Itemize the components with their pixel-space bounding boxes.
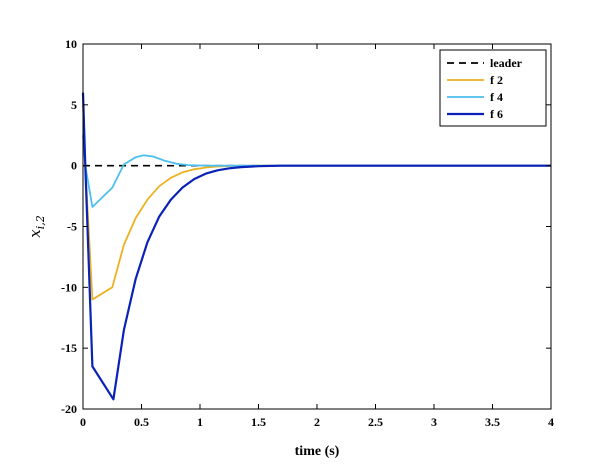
y-tick-label: 10 xyxy=(65,37,77,51)
y-tick-label: -5 xyxy=(67,220,77,234)
y-tick-label: -20 xyxy=(61,402,77,416)
legend-label: f 4 xyxy=(490,90,503,104)
x-axis: 0 0.5 1 1.5 2 2.5 3 3.5 4 xyxy=(80,44,554,429)
x-tick-label: 2 xyxy=(314,415,320,429)
y-axis: -20 -15 -10 -5 0 5 10 xyxy=(61,37,551,416)
legend-label: leader xyxy=(490,56,523,70)
series-line-f-6 xyxy=(81,92,551,401)
legend-label: f 2 xyxy=(490,73,503,87)
x-tick-label: 4 xyxy=(548,415,554,429)
x-tick-label: 0 xyxy=(80,415,86,429)
legend-label: f 6 xyxy=(490,107,503,121)
x-tick-label: 2.5 xyxy=(368,415,383,429)
x-tick-label: 1.5 xyxy=(251,415,266,429)
y-axis-label-subscript: i,2 xyxy=(34,215,47,229)
x-axis-label: time (s) xyxy=(295,444,340,459)
plot-area xyxy=(81,92,551,401)
x-tick-label: 3.5 xyxy=(485,415,500,429)
x-tick-label: 1 xyxy=(197,415,203,429)
x-tick-label: 3 xyxy=(431,415,437,429)
y-tick-label: 5 xyxy=(71,98,77,112)
y-tick-label: -15 xyxy=(61,341,77,355)
series-line-f-4 xyxy=(82,135,551,208)
y-tick-label: 0 xyxy=(71,159,77,173)
legend: leader f 2 f 4 f 6 xyxy=(439,49,547,127)
y-axis-label-main: x xyxy=(26,229,44,238)
x-tick-label: 0.5 xyxy=(134,415,149,429)
y-tick-label: -10 xyxy=(61,280,77,294)
y-axis-label: xi,2 xyxy=(26,215,47,237)
